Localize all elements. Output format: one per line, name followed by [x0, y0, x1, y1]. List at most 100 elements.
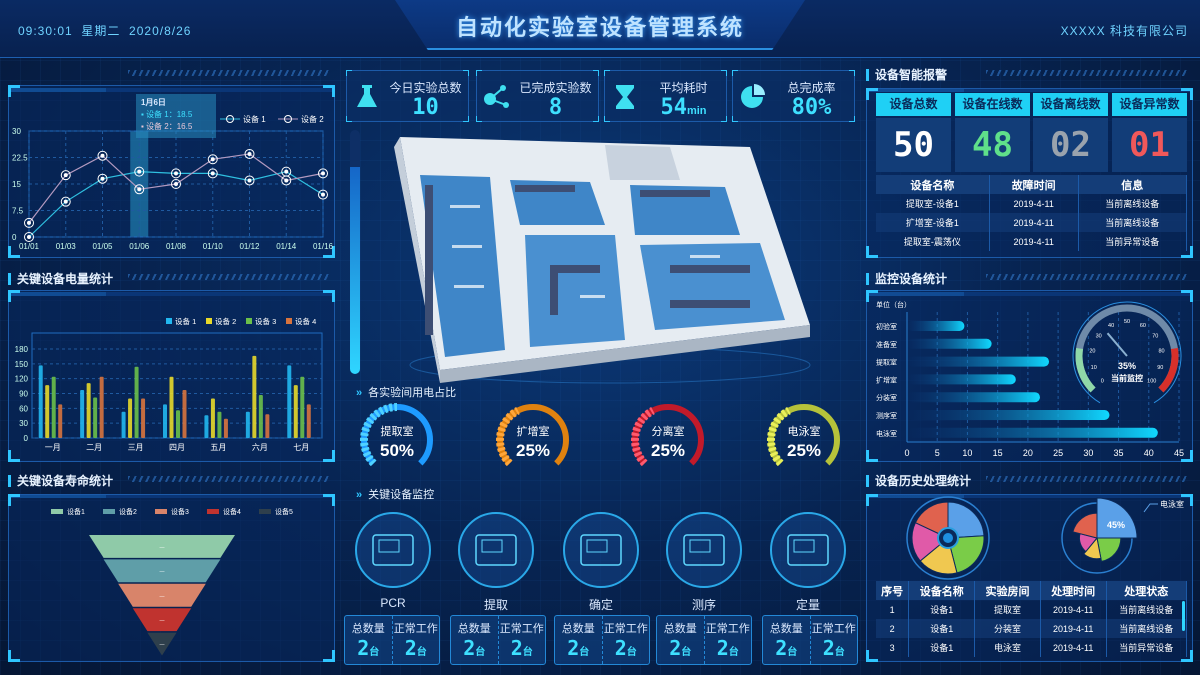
device-count: 2: [669, 636, 682, 660]
stat-card: 已完成实验数 8: [476, 70, 599, 122]
bar: [128, 398, 133, 438]
legend-swatch: [246, 318, 252, 324]
x-tick-label: 一月: [45, 443, 61, 452]
data-point-dot: [284, 169, 289, 174]
life-funnel-chart: — 设备1 — 设备2 — 设备3 — 设备4 — 设备5: [51, 507, 293, 656]
funnel-label: —: [160, 618, 165, 624]
legend-label: 设备 2: [215, 316, 236, 326]
alarm-card-value: 02: [1033, 118, 1108, 172]
alarm-card: 设备总数 50: [876, 93, 951, 172]
stat-value: 54min: [641, 95, 726, 120]
device-stat-label: 总数量: [561, 623, 595, 635]
stat-number: 54: [660, 95, 687, 120]
device-unit: 台: [579, 647, 590, 658]
pie-chart-icon: [741, 84, 765, 108]
data-point-dot: [63, 199, 68, 204]
device-stat-label: 正常工作: [393, 623, 438, 635]
device-stat: 正常工作 2台: [703, 616, 752, 664]
bar: [217, 411, 222, 438]
x-tick-label: 01/12: [239, 242, 260, 251]
bar: [907, 427, 1158, 438]
funnel-label: —: [160, 593, 165, 599]
data-point-dot: [247, 178, 252, 183]
device-count: 2: [510, 636, 523, 660]
x-tick-label: 01/10: [203, 242, 224, 251]
device-ring: [355, 512, 431, 588]
data-point: [60, 196, 71, 207]
device-stat: 正常工作 2台: [391, 616, 440, 664]
legend-label: 设备4: [223, 507, 241, 516]
gauge-fill: [767, 407, 792, 467]
bar: [293, 385, 298, 438]
table-cell: 3: [876, 638, 910, 657]
y-tick-label: 180: [15, 345, 29, 354]
corner-decoration: [463, 116, 469, 122]
pie-slice: [947, 501, 985, 539]
gauge-tick-label: 60: [1140, 323, 1146, 329]
stat-value: 8: [513, 95, 598, 120]
data-point: [97, 173, 108, 184]
table-cell: 2019-4-11: [989, 232, 1079, 251]
gauge-tick-label: 20: [1089, 349, 1095, 355]
device-count: 2: [463, 636, 476, 660]
data-point-dot: [137, 169, 142, 174]
column-header: 序号: [876, 581, 910, 600]
alarm-card-label: 设备在线数: [955, 93, 1030, 116]
bar: [265, 414, 270, 438]
corner-decoration: [866, 650, 878, 662]
category-label: 测序室: [876, 411, 897, 420]
y-tick-label: 22.5: [12, 154, 28, 163]
device-screen: [689, 539, 711, 553]
title-plate: [395, 0, 805, 50]
funnel-segment: [118, 583, 206, 607]
bar: [300, 376, 305, 438]
quantifier-icon[interactable]: [768, 510, 848, 590]
column-header: 处理时间: [1040, 581, 1107, 600]
extractor-icon[interactable]: [456, 510, 536, 590]
gauge-room: 分离室: [652, 424, 685, 438]
corner-decoration: [323, 290, 335, 302]
data-point: [134, 166, 145, 177]
corner-decoration: [732, 116, 738, 122]
x-tick-label: 20: [1023, 448, 1033, 458]
gauge-value: 50%: [380, 441, 414, 460]
corner-decoration: [8, 494, 20, 506]
bar: [245, 411, 250, 438]
data-point: [281, 175, 292, 186]
stat-card: 今日实验总数 10: [346, 70, 469, 122]
bar: [86, 383, 91, 438]
x-tick-label: 01/08: [166, 242, 187, 251]
sequencer-icon[interactable]: [664, 510, 744, 590]
power-gauge: 电泳室 25%: [767, 404, 840, 467]
legend-label: 设备 1: [243, 114, 266, 124]
device-stat-label: 正常工作: [499, 623, 544, 635]
y-tick-label: 30: [12, 127, 21, 136]
device-unit: 台: [626, 647, 637, 658]
table-cell: 2: [876, 619, 910, 638]
y-tick-label: 120: [15, 375, 29, 384]
pcr-machine-icon[interactable]: [353, 510, 433, 590]
bar: [141, 398, 146, 438]
bar: [306, 404, 311, 438]
centrifuge-icon[interactable]: [561, 510, 641, 590]
data-point-dot: [174, 182, 178, 186]
pie-ring: [906, 496, 990, 580]
pie-slice: [911, 522, 949, 562]
pie-slice: [947, 535, 985, 574]
legend-label: 设备 4: [295, 316, 316, 326]
category-label: 提取室: [876, 358, 897, 367]
table-cell: 分装室: [974, 619, 1041, 638]
column-header: 信息: [1078, 175, 1188, 194]
bar: [169, 376, 174, 438]
molecule-icon: [484, 85, 509, 108]
history-table-scrollbar[interactable]: [1182, 601, 1185, 631]
x-tick-label: 六月: [252, 442, 268, 452]
section-title: 关键设备寿命统计: [8, 475, 113, 487]
device-unit: 台: [416, 647, 427, 658]
table-cell: 当前异常设备: [1078, 232, 1188, 251]
data-point-dot: [321, 192, 325, 197]
x-tick-label: 35: [1114, 448, 1124, 458]
alarm-card-value: 48: [955, 118, 1030, 172]
y-tick-label: 90: [19, 390, 28, 399]
gauge-value: 25%: [651, 441, 685, 460]
